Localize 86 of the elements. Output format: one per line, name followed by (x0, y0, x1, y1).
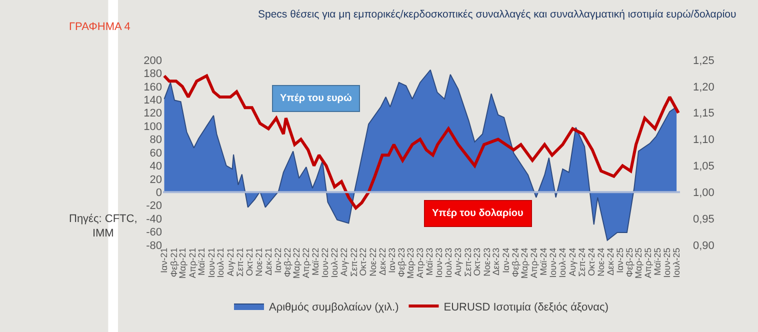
y-tick-label: 40 (150, 160, 162, 173)
x-tick-label: Μαρ-25 (633, 248, 644, 279)
y2-tick-label: 1,20 (693, 81, 714, 94)
y2-tick-label: 1,10 (693, 134, 714, 146)
y-tick-label: 100 (144, 120, 162, 133)
x-tick-label: Ιουλ-23 (443, 248, 454, 278)
x-tick-label: Ιαν-22 (273, 248, 284, 274)
y-tick-label: -40 (146, 213, 162, 226)
x-tick-label: Φεβ-22 (282, 248, 293, 278)
x-tick-label: Απρ-23 (415, 248, 426, 278)
x-tick-label: Νοε-24 (596, 248, 606, 276)
x-tick-label: Μαρ-21 (178, 248, 188, 279)
x-tick-label: Απρ-22 (301, 248, 312, 278)
x-tick-label: Ιουλ-21 (216, 248, 226, 278)
y-tick-label: 160 (144, 81, 162, 94)
x-tick-label: Φεβ-24 (510, 248, 520, 278)
x-tick-label: Αυγ-21 (225, 248, 236, 276)
x-tick-label: Ιουλ-24 (558, 248, 568, 278)
x-tick-label: Δεκ-21 (263, 248, 274, 276)
x-tick-label: Σεπ-23 (462, 248, 473, 277)
x-tick-label: Αυγ-24 (567, 248, 578, 276)
x-tick-label: Νοε-22 (368, 248, 378, 276)
y-tick-label: 60 (150, 147, 162, 160)
x-tick-label: Φεβ-21 (168, 248, 179, 278)
x-tick-label: Ιουν-21 (206, 248, 216, 278)
x-tick-label: Ιουν-24 (548, 248, 558, 278)
x-tick-label: Οκτ-22 (358, 248, 368, 276)
x-tick-label: Ιουλ-22 (330, 248, 340, 278)
x-tick-label: Ιαν-23 (386, 248, 397, 274)
x-tick-label: Σεπ-24 (576, 248, 587, 277)
y2-tick-label: 1,05 (693, 160, 714, 173)
x-tick-label: Αυγ-22 (339, 248, 350, 276)
y-tick-label: 20 (150, 174, 162, 186)
legend-label: Αριθμός συμβολαίων (χιλ.) (269, 301, 399, 314)
x-tick-label: Μαϊ-23 (424, 248, 434, 276)
text: Πηγές: CFTC, IMM (69, 213, 138, 240)
y-tick-label: 0 (156, 186, 162, 199)
x-tick-label: Απρ-24 (529, 248, 540, 278)
x-tick-label: Δεκ-24 (605, 248, 616, 276)
x-tick-label: Απρ-21 (187, 248, 198, 278)
x-tick-label: Μαρ-23 (405, 248, 416, 279)
legend-label: EURUSD Ισοτιμία (δεξιός άξονας) (444, 301, 608, 314)
x-tick-label: Μαϊ-24 (538, 248, 549, 276)
y-tick-label: -60 (146, 226, 162, 239)
y2-tick-label: 0,95 (693, 213, 714, 226)
x-tick-label: Οκτ-21 (244, 248, 254, 276)
x-tick-label: Ιαν-21 (159, 248, 170, 274)
x-tick-label: Μαϊ-22 (310, 248, 320, 276)
x-tick-label: Μαϊ-21 (196, 248, 207, 276)
line-series (163, 74, 680, 210)
x-tick-label: Μαρ-24 (520, 248, 530, 279)
y-tick-label: 80 (150, 134, 162, 146)
x-tick-label: Σεπ-22 (348, 248, 359, 277)
x-tick-label: Δεκ-22 (377, 248, 388, 276)
y2-tick-label: 1,25 (693, 54, 714, 67)
y2-tick-label: 0,90 (693, 240, 714, 252)
x-tick-label: Νοε-23 (482, 248, 492, 276)
x-tick-label: Αυγ-23 (453, 248, 464, 276)
x-tick-label: Νοε-21 (254, 248, 264, 276)
x-tick-label: Φεβ-23 (396, 248, 407, 278)
x-tick-label: Ιαν-24 (500, 248, 511, 274)
x-tick-label: Οκτ-24 (586, 248, 596, 276)
chart-title: Specs θέσεις για μη εμπορικές/κερδοσκοπικές συναλλαγές και συναλλαγματική ισοτιμία ευρώ/δολαρίου (258, 8, 736, 20)
y2-tick-label: 1,00 (693, 186, 714, 199)
x-tick-label: Ιουν-22 (320, 248, 330, 278)
y-tick-label: 140 (144, 94, 162, 106)
x-tick-label: Ιουν-23 (434, 248, 444, 278)
y-tick-label: 120 (144, 108, 162, 120)
annotation: Υπέρ του δολαρίου (432, 208, 524, 219)
annotation: Υπέρ του ευρώ (280, 93, 352, 104)
y-tick-label: -80 (146, 240, 162, 252)
y-tick-label: 180 (144, 68, 162, 80)
x-tick-label: Δεκ-23 (491, 248, 502, 276)
x-tick-label: Οκτ-23 (472, 248, 482, 276)
y-tick-label: -20 (146, 200, 162, 212)
x-tick-label: Ιουλ-25 (671, 248, 682, 278)
x-tick-label: Ιαν-25 (615, 248, 626, 274)
y-tick-label: 200 (144, 54, 162, 67)
x-tick-label: Απρ-25 (643, 248, 654, 278)
text: ΓΡΑΦΗΜΑ 4 (69, 21, 130, 33)
x-tick-label: Μαϊ-25 (652, 248, 662, 276)
x-tick-label: Φεβ-25 (624, 248, 635, 278)
y2-tick-label: 1,15 (693, 108, 714, 120)
x-tick-label: Μαρ-22 (291, 248, 302, 279)
x-tick-label: Σεπ-21 (234, 248, 245, 277)
x-tick-label: Ιουν-25 (662, 248, 672, 278)
